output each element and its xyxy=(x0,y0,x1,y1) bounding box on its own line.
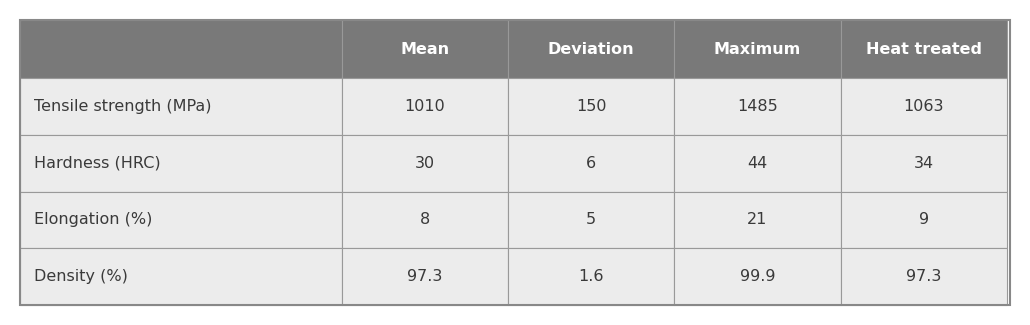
Bar xyxy=(675,135,840,191)
Bar xyxy=(675,20,840,78)
Text: Maximum: Maximum xyxy=(714,42,801,57)
Bar xyxy=(20,78,342,135)
Bar xyxy=(508,135,675,191)
Bar xyxy=(840,248,1007,305)
Bar xyxy=(342,191,508,248)
Text: Tensile strength (MPa): Tensile strength (MPa) xyxy=(34,99,211,114)
Bar xyxy=(508,191,675,248)
Bar xyxy=(508,248,675,305)
Bar xyxy=(342,248,508,305)
Bar xyxy=(840,135,1007,191)
Bar xyxy=(20,248,342,305)
Bar xyxy=(675,78,840,135)
Bar xyxy=(20,20,1010,305)
Bar xyxy=(675,191,840,248)
Text: 1485: 1485 xyxy=(737,99,778,114)
Text: 1010: 1010 xyxy=(405,99,445,114)
Text: 6: 6 xyxy=(586,156,596,171)
Bar xyxy=(508,78,675,135)
Bar xyxy=(840,20,1007,78)
Bar xyxy=(342,20,508,78)
Text: 97.3: 97.3 xyxy=(407,269,443,284)
Bar xyxy=(342,135,508,191)
Bar xyxy=(675,248,840,305)
Text: 21: 21 xyxy=(748,212,767,227)
Bar xyxy=(20,135,342,191)
Bar xyxy=(20,20,342,78)
Text: Mean: Mean xyxy=(401,42,449,57)
Text: 1.6: 1.6 xyxy=(579,269,604,284)
Text: 44: 44 xyxy=(748,156,767,171)
Text: 97.3: 97.3 xyxy=(906,269,941,284)
Bar xyxy=(508,20,675,78)
Bar xyxy=(840,78,1007,135)
Text: 34: 34 xyxy=(914,156,934,171)
Text: Heat treated: Heat treated xyxy=(866,42,982,57)
Text: Density (%): Density (%) xyxy=(34,269,128,284)
Text: 8: 8 xyxy=(420,212,431,227)
Bar xyxy=(342,78,508,135)
Bar xyxy=(840,191,1007,248)
Text: 9: 9 xyxy=(919,212,929,227)
Text: 99.9: 99.9 xyxy=(740,269,776,284)
Text: 1063: 1063 xyxy=(903,99,945,114)
Text: Hardness (HRC): Hardness (HRC) xyxy=(34,156,161,171)
Text: 30: 30 xyxy=(415,156,435,171)
Text: Deviation: Deviation xyxy=(548,42,634,57)
Text: Elongation (%): Elongation (%) xyxy=(34,212,152,227)
Bar xyxy=(20,191,342,248)
Text: 150: 150 xyxy=(576,99,607,114)
Text: 5: 5 xyxy=(586,212,596,227)
